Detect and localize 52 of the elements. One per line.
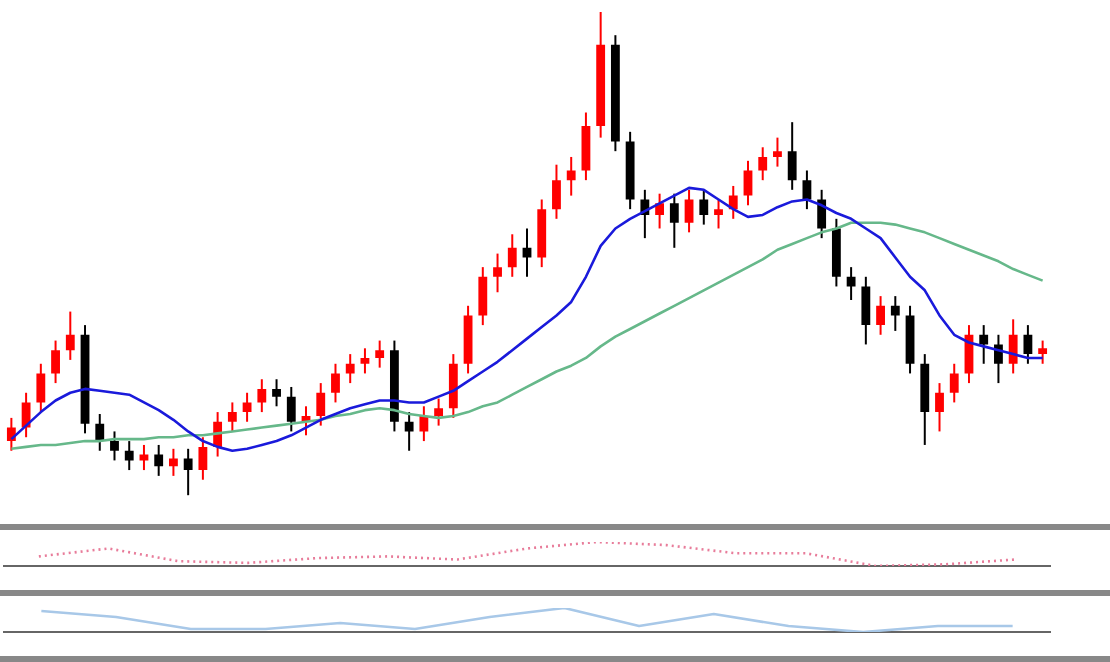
candlestick <box>1038 339 1048 365</box>
candlestick <box>36 362 46 414</box>
candlestick <box>773 136 782 168</box>
candlestick <box>448 353 458 419</box>
candlestick <box>169 447 178 477</box>
candlestick <box>242 391 252 423</box>
candlestick <box>493 252 502 294</box>
candlestick <box>257 378 267 414</box>
candlestick <box>1008 318 1018 375</box>
candlestick <box>21 391 31 439</box>
candlestick <box>198 436 208 481</box>
candlestick <box>507 233 517 278</box>
candlestick <box>846 266 856 301</box>
candlestick <box>404 411 414 452</box>
candlestick <box>110 430 119 462</box>
candlestick <box>95 413 105 452</box>
candlestick <box>758 146 768 182</box>
candlestick <box>949 362 959 404</box>
candlestick <box>65 310 75 361</box>
candlestick <box>124 440 134 472</box>
candlestick <box>787 121 797 191</box>
candlestick <box>227 401 237 433</box>
candlestick <box>861 275 871 346</box>
candlestick <box>552 163 561 220</box>
candlestick <box>478 266 488 327</box>
candlestick <box>935 382 944 433</box>
candlestick <box>979 324 989 365</box>
candlestick <box>360 347 370 375</box>
candlestick <box>375 339 385 369</box>
candlestick <box>743 159 753 207</box>
candlestick <box>566 155 576 197</box>
candlestick <box>434 397 444 427</box>
candlestick <box>316 382 326 427</box>
candlestick <box>581 111 591 182</box>
candlestick <box>669 192 679 249</box>
candlestick <box>699 188 709 226</box>
candlestick <box>419 405 429 443</box>
candlestick <box>286 385 296 433</box>
candlestick <box>714 198 723 230</box>
candlestick <box>331 362 340 404</box>
candlestick <box>345 353 355 385</box>
candlestick <box>272 378 281 408</box>
candlestick <box>655 192 665 230</box>
candlestick <box>890 295 900 332</box>
candlestick <box>51 339 60 385</box>
candlestick <box>994 333 1003 385</box>
candlestick <box>183 447 193 497</box>
candlestick <box>684 188 694 234</box>
candlestick <box>154 443 164 477</box>
candlestick <box>802 169 812 211</box>
candlestick <box>1023 324 1033 365</box>
candlestick <box>876 295 885 336</box>
